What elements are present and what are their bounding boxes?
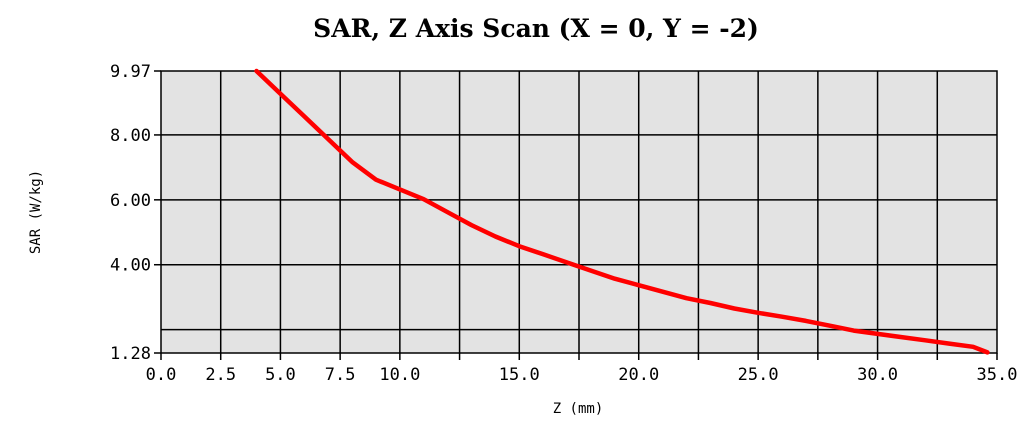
- y-axis-label: SAR (W/kg): [28, 170, 44, 254]
- x-axis-label: Z (mm): [553, 401, 604, 417]
- sar-series-line: [254, 68, 990, 355]
- x-tick-label: 2.5: [205, 365, 236, 385]
- x-tick-label: 5.0: [265, 365, 296, 385]
- x-tick-label: 7.5: [325, 365, 356, 385]
- x-tick-label: 20.0: [618, 365, 659, 385]
- y-tick-label: 8.00: [110, 126, 151, 146]
- vertical-gridlines: [219, 71, 939, 353]
- x-tick-label: 10.0: [379, 365, 420, 385]
- x-tick-label: 30.0: [857, 365, 898, 385]
- y-axis-ticks: 1.28 4.00 6.00 8.00 9.97: [110, 62, 161, 364]
- y-tick-label: 1.28: [110, 344, 151, 364]
- x-tick-label: 35.0: [977, 365, 1018, 385]
- y-tick-label: 6.00: [110, 191, 151, 211]
- x-tick-label: 15.0: [499, 365, 540, 385]
- series-layer: [254, 68, 990, 355]
- x-axis-ticks: 0.0 2.5 5.0 7.5 10.0 15.0 20.0 25.0 30.0 35.0: [146, 353, 1018, 385]
- y-tick-label: 9.97: [110, 62, 151, 82]
- x-tick-label: 25.0: [738, 365, 779, 385]
- y-tick-label: 4.00: [110, 256, 151, 276]
- chart-title: SAR, Z Axis Scan (X = 0, Y = -2): [313, 14, 759, 43]
- x-tick-label: 0.0: [146, 365, 177, 385]
